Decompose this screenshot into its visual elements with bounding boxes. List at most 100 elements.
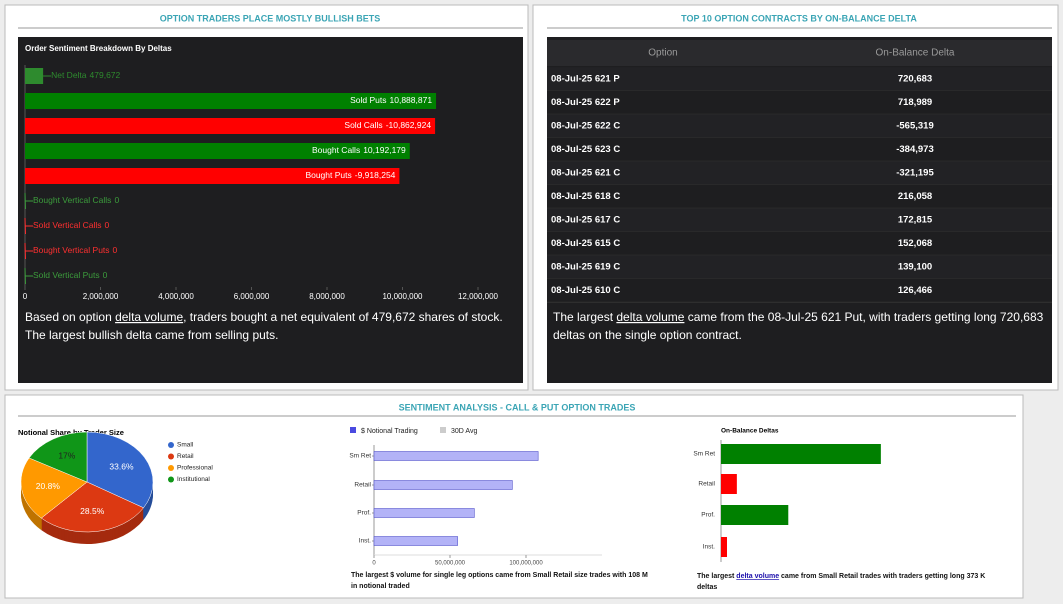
legend-marker <box>168 453 174 460</box>
chart-title: On-Balance Deltas <box>721 428 779 435</box>
bar <box>721 505 789 525</box>
bar <box>25 118 436 134</box>
value-label: 0 <box>105 220 110 230</box>
table-row <box>547 231 1052 256</box>
table-row <box>547 184 1052 209</box>
bar-label: Sold Puts 10,888,871 <box>350 95 432 105</box>
bar <box>721 537 727 557</box>
category-label: Sold Vertical Calls <box>33 220 102 230</box>
table-cell: 08-Jul-25 623 C <box>551 144 620 155</box>
bar-label: Bought Puts -9,918,254 <box>305 170 395 180</box>
bar <box>373 451 539 461</box>
table-cell: -565,319 <box>896 121 934 132</box>
bar <box>25 93 437 109</box>
bar <box>373 536 458 546</box>
value-label: 0 <box>113 245 118 255</box>
note-text: came from the 08-Jul-25 621 Put, with tr… <box>684 310 1043 324</box>
x-tick-label: 2,000,000 <box>83 292 119 301</box>
category-label: Sold Calls <box>344 120 382 130</box>
note-text: The largest bullish delta came from sell… <box>25 328 278 342</box>
legend-label: 30D Avg <box>451 428 477 435</box>
chart-title: Notional Share by Trader Size <box>18 428 124 437</box>
x-tick-label: 10,000,000 <box>382 292 423 301</box>
bar <box>25 168 400 184</box>
note: in notional traded <box>351 583 410 590</box>
chart-title: Order Sentiment Breakdown By Deltas <box>25 44 172 53</box>
legend-marker <box>168 465 174 471</box>
category-label: Net Delta <box>51 70 87 80</box>
panel-title: SENTIMENT ANALYSIS - CALL & PUT OPTION T… <box>399 402 636 412</box>
table-row <box>547 114 1052 138</box>
link[interactable]: delta volume <box>616 310 684 324</box>
panel-title: TOP 10 OPTION CONTRACTS BY ON-BALANCE DE… <box>681 13 917 23</box>
category-label: Sold Vertical Puts <box>33 270 100 280</box>
bar-label: Sold Calls -10,862,924 <box>344 120 431 130</box>
x-tick-label: 12,000,000 <box>458 292 499 301</box>
table-row <box>547 278 1052 303</box>
y-tick-label: Inst. <box>703 544 715 551</box>
x-tick-label: 0 <box>23 292 28 301</box>
value-label: -9,918,254 <box>355 170 396 180</box>
pie-slice <box>20 457 88 519</box>
legend-marker <box>168 476 174 483</box>
table-row <box>547 137 1052 162</box>
bar-label: Sold Vertical Calls 0 <box>33 220 110 230</box>
note-text: in notional traded <box>351 583 410 590</box>
note-text: came from Small Retail trades with trade… <box>779 573 985 580</box>
slice-label: 33.6% <box>109 461 134 471</box>
bar <box>373 508 475 518</box>
bar-label: Bought Vertical Puts 0 <box>33 245 118 255</box>
table-cell: 08-Jul-25 622 C <box>551 121 620 132</box>
legend-label: Retail <box>177 453 194 460</box>
table-row <box>547 255 1052 279</box>
note-text: Based on option <box>25 310 115 324</box>
bar <box>373 480 513 490</box>
table-cell: 08-Jul-25 621 P <box>551 74 620 85</box>
table-cell: 172,815 <box>898 215 933 226</box>
value-label: -10,862,924 <box>386 120 432 130</box>
y-tick-label: Sm Ret <box>693 451 715 458</box>
link[interactable]: delta volume <box>115 310 183 324</box>
table-cell: 216,058 <box>898 191 932 202</box>
bar <box>721 474 737 494</box>
y-tick-label: Inst. <box>359 538 371 545</box>
value-label: 479,672 <box>90 70 121 80</box>
note-text: The largest <box>697 573 736 580</box>
panel-title: OPTION TRADERS PLACE MOSTLY BULLISH BETS <box>160 13 381 23</box>
column-header: On-Balance Delta <box>876 48 955 59</box>
bar <box>721 444 881 464</box>
y-tick-label: Retail <box>354 482 371 489</box>
legend-marker <box>350 427 356 433</box>
y-tick-label: Prof. <box>357 510 371 517</box>
link[interactable]: delta volume <box>736 573 779 580</box>
note-text: The largest <box>553 310 616 324</box>
table-cell: 08-Jul-25 617 C <box>551 215 620 226</box>
x-tick-label: 6,000,000 <box>234 292 270 301</box>
bar <box>25 68 44 84</box>
note: The largest bullish delta came from sell… <box>25 328 278 342</box>
note: The largest delta volume came from Small… <box>697 573 985 580</box>
note: The largest $ volume for single leg opti… <box>351 572 648 579</box>
table-cell: 08-Jul-25 618 C <box>551 191 620 202</box>
category-label: Bought Calls <box>312 145 360 155</box>
note: The largest delta volume came from the 0… <box>553 310 1044 324</box>
table-cell: 720,683 <box>898 74 932 85</box>
table-row <box>547 208 1052 232</box>
x-tick-label: 50,000,000 <box>435 561 466 567</box>
note: deltas on the single option contract. <box>553 328 742 342</box>
table-cell: 08-Jul-25 622 P <box>551 97 620 108</box>
y-tick-label: Sm Ret <box>349 453 371 460</box>
table-cell: 152,068 <box>898 238 932 249</box>
x-tick-label: 4,000,000 <box>158 292 194 301</box>
table-row <box>547 90 1052 115</box>
pie-slice <box>40 481 144 533</box>
bar-label: Bought Calls 10,192,179 <box>312 145 406 155</box>
slice-label: 20.8% <box>36 481 61 491</box>
legend-label: Professional <box>177 465 213 472</box>
bar-label: Bought Vertical Calls 0 <box>33 195 119 205</box>
y-tick-label: Prof. <box>701 512 715 519</box>
category-label: Bought Vertical Calls <box>33 195 111 205</box>
bar-label: Sold Vertical Puts 0 <box>33 270 108 280</box>
slice-label: 17% <box>58 450 75 460</box>
y-tick-label: Retail <box>698 481 715 488</box>
